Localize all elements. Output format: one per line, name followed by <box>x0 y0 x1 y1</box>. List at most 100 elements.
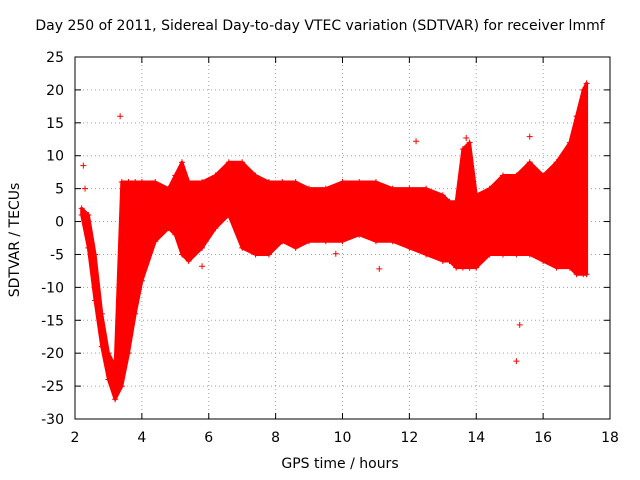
outlier-point <box>526 133 533 140</box>
lower-point <box>239 244 246 251</box>
y-tick-label: -20 <box>41 346 64 362</box>
x-tick-label: 8 <box>271 430 280 446</box>
lower-point <box>306 238 313 245</box>
lower-point <box>179 251 185 258</box>
outlier-point <box>513 358 520 365</box>
x-tick-label: 18 <box>601 430 619 446</box>
y-tick-label: -10 <box>41 280 64 296</box>
upper-point <box>583 80 590 87</box>
upper-point <box>473 192 480 199</box>
upper-point <box>459 146 466 153</box>
upper-point <box>279 179 286 186</box>
lower-point <box>389 238 396 245</box>
data-points <box>78 80 590 403</box>
upper-point <box>500 172 506 179</box>
lower-point <box>185 258 192 265</box>
upper-point <box>152 179 159 186</box>
x-tick-label: 10 <box>334 430 352 446</box>
upper-point <box>212 172 219 179</box>
lower-point <box>152 238 159 245</box>
lower-point <box>453 264 460 271</box>
y-tick-label: -25 <box>41 379 64 395</box>
chart-title: Day 250 of 2011, Sidereal Day-to-day VTE… <box>35 18 605 34</box>
lower-point <box>118 383 125 390</box>
upper-point <box>406 185 413 192</box>
upper-point <box>566 139 573 146</box>
x-tick-label: 16 <box>534 430 552 446</box>
lower-point <box>339 238 346 245</box>
outlier-point <box>199 263 206 270</box>
lower-point <box>78 211 85 218</box>
upper-point <box>453 198 460 205</box>
lower-point <box>573 271 580 278</box>
x-tick-label: 4 <box>137 430 146 446</box>
upper-point <box>466 139 473 146</box>
lower-point <box>279 238 286 245</box>
lower-point <box>553 264 560 271</box>
upper-point <box>138 179 145 186</box>
upper-point <box>239 159 246 166</box>
upper-point <box>292 179 299 186</box>
upper-point <box>486 185 493 192</box>
upper-point <box>513 172 520 179</box>
upper-point <box>225 159 232 166</box>
lower-point <box>132 310 139 317</box>
lower-point <box>466 264 473 271</box>
lower-point <box>500 251 506 258</box>
lower-point <box>526 251 533 258</box>
lower-point <box>85 244 92 251</box>
lower-point <box>356 231 363 238</box>
lower-point <box>406 244 413 251</box>
lower-point <box>105 376 112 383</box>
y-tick-label: -30 <box>41 412 64 428</box>
plot-frame <box>74 56 611 420</box>
upper-point <box>439 192 446 199</box>
upper-point <box>339 179 346 186</box>
outlier-point <box>117 113 124 120</box>
y-tick-label: 10 <box>46 149 64 165</box>
outlier-point <box>80 162 87 169</box>
lower-point <box>252 251 259 258</box>
outlier-point <box>463 134 470 141</box>
y-tick-label: -15 <box>41 313 64 329</box>
lower-point <box>513 251 520 258</box>
upper-point <box>98 310 105 317</box>
upper-point <box>265 179 272 186</box>
lower-point <box>372 238 379 245</box>
lower-point <box>322 238 329 245</box>
upper-point <box>165 185 172 192</box>
lower-point <box>486 251 493 258</box>
x-tick-label: 14 <box>467 430 485 446</box>
x-tick-label: 6 <box>204 430 213 446</box>
upper-point <box>372 179 379 186</box>
lower-point <box>540 258 547 265</box>
x-axis-label: GPS time / hours <box>281 456 399 472</box>
lower-point <box>459 264 466 271</box>
outlier-point <box>413 138 420 145</box>
lower-point <box>225 211 232 218</box>
y-tick-label: 25 <box>46 50 64 66</box>
lower-point <box>439 258 446 265</box>
lower-point <box>165 225 172 232</box>
y-tick-label: -5 <box>50 247 64 263</box>
lower-point <box>292 244 299 251</box>
outlier-point <box>332 250 339 257</box>
x-tick-label: 12 <box>400 430 418 446</box>
lower-point <box>446 258 453 265</box>
y-tick-label: 15 <box>46 116 64 132</box>
lower-point <box>92 297 99 304</box>
upper-point <box>185 179 192 186</box>
upper-point <box>322 185 329 192</box>
upper-point <box>118 179 125 186</box>
upper-point <box>172 172 179 179</box>
lower-point <box>98 343 105 350</box>
y-tick-label: 0 <box>55 215 64 231</box>
axis-ticks: 2 4 6 8 10 12 14 16 18 -30 -25 -20 -15 -10 -5 0 5 10 15 20 2… <box>41 50 619 446</box>
outlier-point <box>376 265 383 272</box>
lower-point <box>473 264 480 271</box>
lower-point <box>172 231 179 238</box>
y-tick-label: 5 <box>55 182 64 198</box>
outlier-point <box>516 321 523 328</box>
y-tick-label: 20 <box>46 83 64 99</box>
upper-point <box>92 251 99 258</box>
